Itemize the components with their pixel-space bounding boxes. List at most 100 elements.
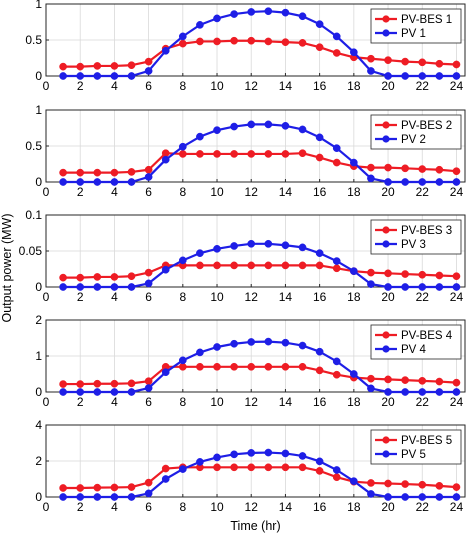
data-point xyxy=(435,283,444,291)
data-point xyxy=(127,178,136,186)
data-point xyxy=(401,376,409,384)
x-tick-label: 20 xyxy=(381,79,395,93)
data-point xyxy=(384,375,392,384)
x-tick-label: 4 xyxy=(111,395,118,409)
x-tick-label: 20 xyxy=(381,395,395,409)
data-point xyxy=(281,38,290,47)
data-point xyxy=(110,168,119,177)
series-pv-5 xyxy=(59,448,461,501)
data-point xyxy=(93,493,102,501)
data-point xyxy=(144,57,153,66)
data-point xyxy=(298,243,307,252)
data-point xyxy=(452,378,461,387)
data-point xyxy=(76,283,85,291)
data-point xyxy=(298,362,307,371)
data-point xyxy=(384,72,392,80)
legend-marker xyxy=(382,240,390,248)
data-point xyxy=(247,239,256,248)
x-tick-label: 18 xyxy=(347,395,361,409)
data-point xyxy=(247,120,256,129)
data-point xyxy=(59,62,67,71)
data-point xyxy=(127,72,136,80)
x-tick-label: 10 xyxy=(210,79,224,93)
data-point xyxy=(230,122,238,131)
data-point xyxy=(178,256,187,265)
data-point xyxy=(144,489,153,498)
data-point xyxy=(178,362,187,371)
series-pv-2 xyxy=(59,120,461,186)
x-tick-label: 24 xyxy=(450,290,464,304)
x-tick-label: 16 xyxy=(313,500,327,514)
data-point xyxy=(401,178,409,186)
data-point xyxy=(384,269,392,278)
data-point xyxy=(127,272,136,281)
data-point xyxy=(418,388,427,396)
data-point xyxy=(59,493,67,501)
legend-marker xyxy=(382,450,390,458)
legend-label: PV-BES 1 xyxy=(401,14,452,26)
x-tick-label: 8 xyxy=(179,290,186,304)
x-tick-label: 0 xyxy=(43,79,50,93)
data-point xyxy=(401,480,409,488)
data-point xyxy=(161,155,170,164)
data-point xyxy=(196,261,204,270)
data-point xyxy=(281,121,290,130)
data-point xyxy=(298,12,307,21)
legend-marker xyxy=(382,15,390,23)
data-point xyxy=(196,458,204,466)
data-point xyxy=(93,178,102,186)
data-point xyxy=(59,484,67,492)
x-tick-label: 12 xyxy=(245,290,259,304)
y-tick-label: 0 xyxy=(35,490,42,504)
legend-label: PV 1 xyxy=(401,28,426,40)
x-tick-label: 24 xyxy=(450,395,464,409)
data-point xyxy=(332,357,341,366)
data-point xyxy=(93,72,102,80)
data-point xyxy=(93,483,102,492)
x-tick-label: 8 xyxy=(179,185,186,199)
data-point xyxy=(110,388,119,396)
data-point xyxy=(127,168,136,176)
data-point xyxy=(230,150,238,158)
data-point xyxy=(230,261,238,270)
data-point xyxy=(247,338,256,346)
data-point xyxy=(264,150,273,158)
x-tick-label: 6 xyxy=(145,79,152,93)
data-point xyxy=(298,463,307,472)
x-tick-label: 2 xyxy=(77,290,84,304)
series-pv-bes-3 xyxy=(59,261,461,282)
y-tick-label: 1 xyxy=(35,103,42,117)
x-tick-label: 18 xyxy=(347,500,361,514)
data-point xyxy=(367,163,375,172)
x-tick-label: 14 xyxy=(279,500,293,514)
data-point xyxy=(110,493,119,501)
data-point xyxy=(76,484,85,492)
data-point xyxy=(144,268,153,277)
x-tick-label: 16 xyxy=(313,79,327,93)
data-point xyxy=(315,261,324,270)
x-tick-label: 0 xyxy=(43,395,50,409)
data-point xyxy=(367,67,375,75)
data-point xyxy=(418,283,427,291)
data-point xyxy=(196,132,204,141)
data-point xyxy=(161,149,170,158)
legend-box xyxy=(370,429,462,465)
data-point xyxy=(110,72,119,80)
legend-marker xyxy=(382,121,390,129)
x-tick-label: 10 xyxy=(210,185,224,199)
data-point xyxy=(349,477,358,486)
data-point xyxy=(93,62,102,70)
data-point xyxy=(315,43,324,52)
x-tick-label: 20 xyxy=(381,500,395,514)
data-point xyxy=(93,273,102,281)
data-point xyxy=(367,268,375,277)
data-point xyxy=(281,449,290,458)
data-point xyxy=(93,283,102,291)
legend-box xyxy=(370,219,462,255)
x-tick-label: 10 xyxy=(210,500,224,514)
data-point xyxy=(196,37,204,46)
data-point xyxy=(332,370,341,379)
data-point xyxy=(59,72,67,80)
data-point xyxy=(367,374,375,383)
x-tick-label: 8 xyxy=(179,79,186,93)
